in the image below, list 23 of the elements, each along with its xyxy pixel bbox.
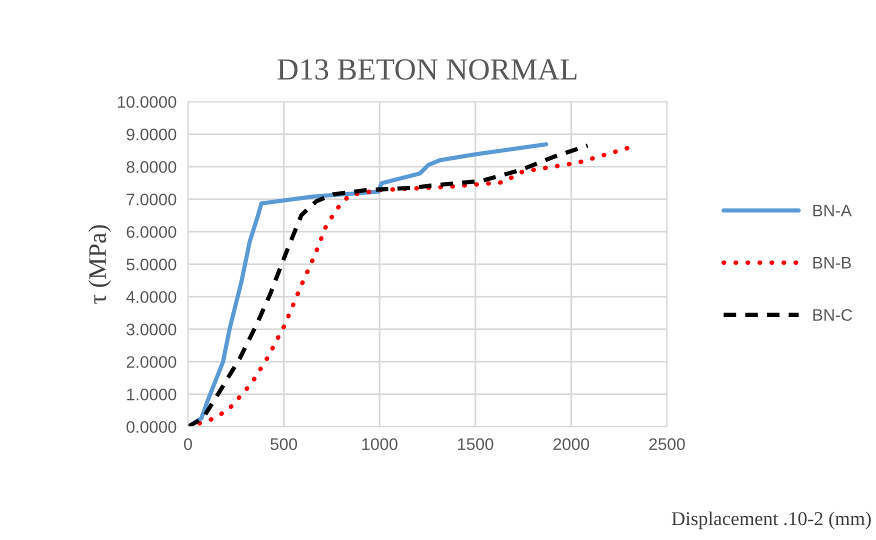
x-tick-label: 2500 <box>649 438 685 450</box>
y-tick-label: 3.0000 <box>126 324 176 336</box>
legend-label: BN-B <box>813 257 851 269</box>
y-tick-label: 9.0000 <box>126 128 176 140</box>
y-tick-label: 7.0000 <box>126 194 176 206</box>
x-tick-label: 500 <box>270 438 298 450</box>
legend-label: BN-A <box>813 204 852 216</box>
x-axis-title: Displacement .10-2 (mm) <box>672 512 871 530</box>
chart-title: D13 BETON NORMAL <box>278 59 576 80</box>
y-tick-label: 8.0000 <box>126 161 176 173</box>
y-tick-label: 5.0000 <box>126 258 176 270</box>
x-tick-label: 1000 <box>362 438 398 450</box>
legend-label: BN-C <box>813 309 852 321</box>
x-tick-label: 1500 <box>458 438 494 450</box>
y-tick-label: 10.0000 <box>118 96 176 108</box>
x-tick-label: 2000 <box>553 438 590 450</box>
y-axis-title: τ (MPa) <box>88 225 112 304</box>
y-tick-label: 2.0000 <box>126 356 176 368</box>
y-tick-label: 6.0000 <box>126 226 176 238</box>
y-tick-label: 4.0000 <box>126 291 176 303</box>
x-tick-label: 0 <box>184 438 192 450</box>
y-tick-label: 1.0000 <box>127 388 176 400</box>
y-tick-label: 0.0000 <box>126 421 176 433</box>
